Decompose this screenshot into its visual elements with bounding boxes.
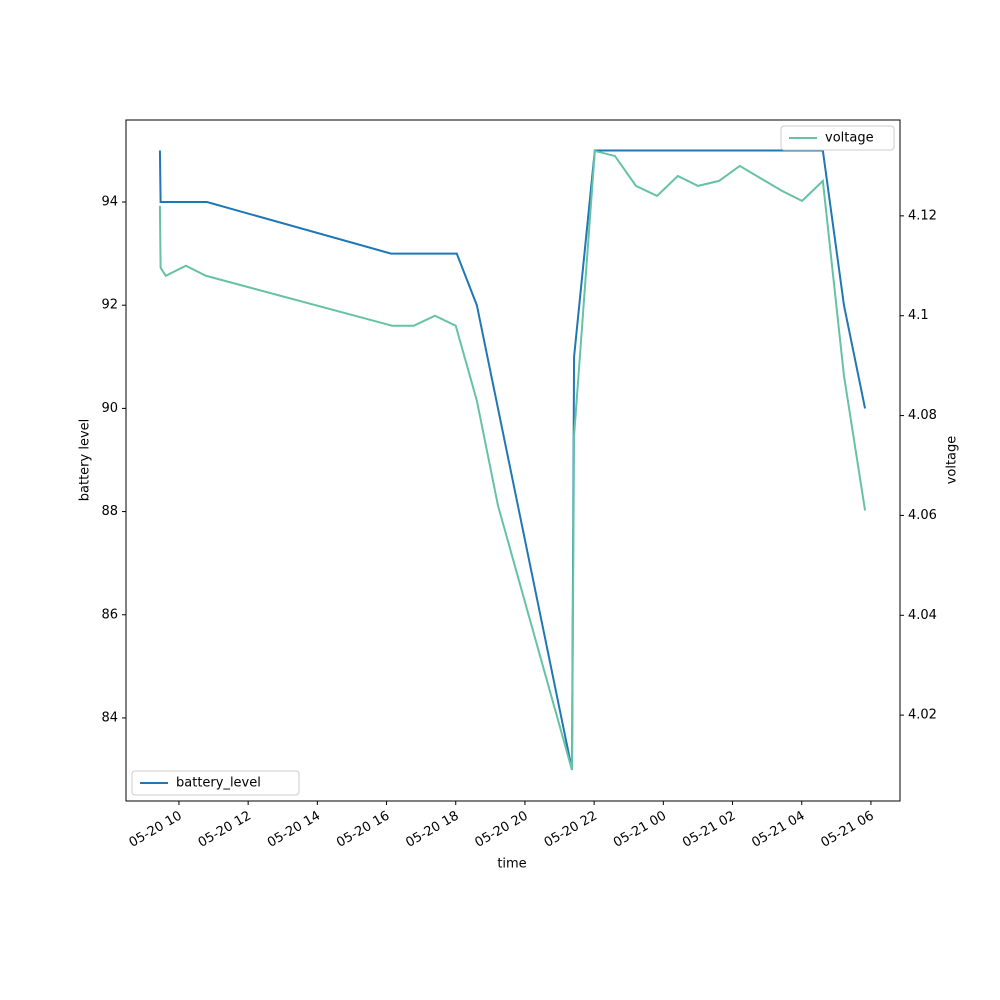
y-axis-label: battery level <box>78 419 93 502</box>
y2-tick-label: 4.12 <box>908 208 937 223</box>
legend-label: voltage <box>825 131 874 146</box>
x-tick-label: 05-20 16 <box>334 809 392 851</box>
y-tick-label: 90 <box>101 401 118 416</box>
y2-axis-label: voltage <box>945 436 960 485</box>
x-tick-label: 05-20 18 <box>403 809 461 851</box>
y-tick-label: 88 <box>101 504 118 519</box>
y2-tick-label: 4.04 <box>908 608 937 623</box>
x-tick-label: 05-20 14 <box>265 809 323 851</box>
x-tick-label: 05-20 10 <box>127 809 185 851</box>
y-tick-label: 84 <box>101 710 118 725</box>
data-line <box>158 149 867 771</box>
x-tick-label: 05-21 00 <box>611 809 669 851</box>
plot-frame <box>125 119 901 802</box>
data-line <box>158 149 867 770</box>
x-tick-label: 05-21 04 <box>749 809 807 851</box>
x-axis-label: time <box>497 857 526 872</box>
y2-tick-label: 4.08 <box>908 408 937 423</box>
legend-box <box>131 770 300 796</box>
y2-tick-label: 4.06 <box>908 508 937 523</box>
y2-tick-label: 4.02 <box>908 708 937 723</box>
y-tick-label: 92 <box>101 298 118 313</box>
x-tick-label: 05-20 22 <box>542 809 600 851</box>
x-tick-label: 05-20 20 <box>473 809 531 851</box>
y-tick-label: 86 <box>101 607 118 622</box>
legend-label: battery_level <box>176 776 261 791</box>
y2-tick-label: 4.1 <box>908 308 929 323</box>
y-tick-label: 94 <box>101 195 118 210</box>
legend-box <box>780 125 895 151</box>
x-tick-label: 05-21 06 <box>819 809 877 851</box>
x-tick-label: 05-20 12 <box>196 809 254 851</box>
x-tick-label: 05-21 02 <box>680 809 738 851</box>
